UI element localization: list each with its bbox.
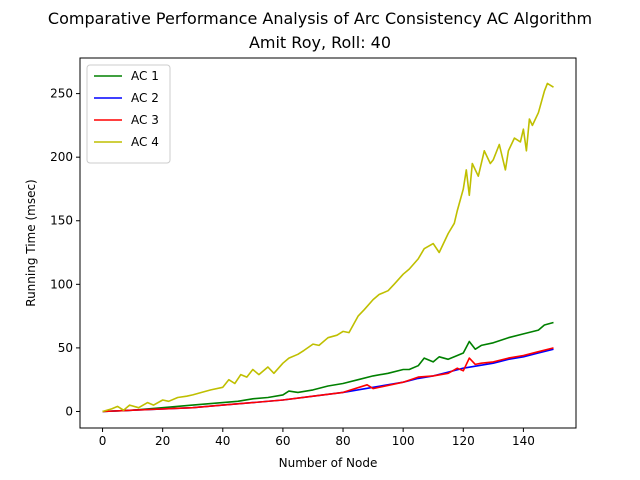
x-tick-label: 80 (335, 434, 350, 448)
y-axis-label: Running Time (msec) (24, 179, 38, 306)
y-tick-label: 150 (50, 214, 73, 228)
legend-label: AC 1 (131, 69, 159, 83)
y-tick-label: 0 (65, 404, 73, 418)
series-line-3 (102, 347, 554, 413)
legend-label: AC 4 (131, 135, 159, 149)
x-tick-label: 100 (392, 434, 415, 448)
x-tick-label: 140 (512, 434, 535, 448)
plot-area (102, 82, 554, 413)
y-tick-label: 250 (50, 87, 73, 101)
x-tick-label: 60 (275, 434, 290, 448)
legend: AC 1 AC 2 AC 3 AC 4 (86, 64, 171, 164)
series-line-1 (102, 321, 554, 413)
y-tick-label: 100 (50, 277, 73, 291)
legend-label: AC 2 (131, 91, 159, 105)
series-line-2 (102, 348, 554, 413)
axis-ticks: 0 20 40 60 80 100 120 140 0 50 100 150 200 250 (50, 87, 535, 448)
chart-title: Comparative Performance Analysis of Arc … (48, 9, 592, 28)
plot-frame (79, 57, 577, 429)
legend-box (86, 64, 171, 164)
y-tick-label: 200 (50, 150, 73, 164)
x-tick-label: 20 (155, 434, 170, 448)
x-axis-label: Number of Node (279, 456, 378, 470)
x-tick-label: 40 (215, 434, 230, 448)
series-line-4 (102, 82, 554, 413)
y-tick-label: 50 (58, 341, 73, 355)
x-tick-label: 120 (452, 434, 475, 448)
chart-subtitle: Amit Roy, Roll: 40 (249, 33, 391, 52)
legend-label: AC 3 (131, 113, 159, 127)
x-tick-label: 0 (99, 434, 107, 448)
